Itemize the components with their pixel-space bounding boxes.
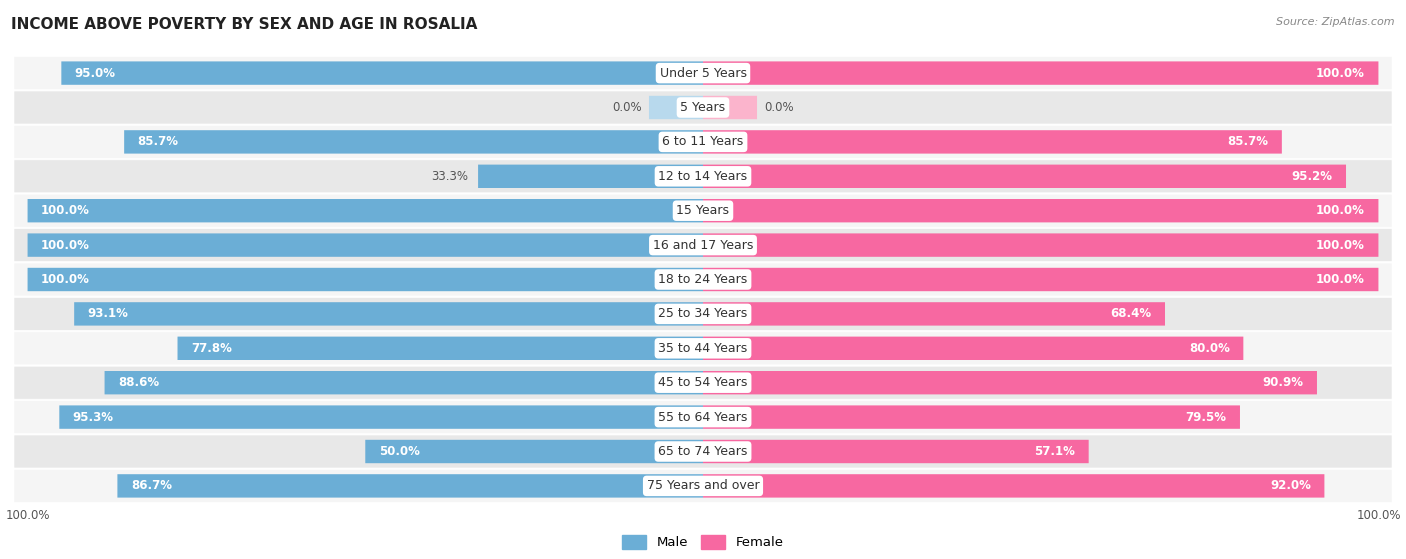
FancyBboxPatch shape <box>124 130 703 154</box>
FancyBboxPatch shape <box>75 302 703 325</box>
FancyBboxPatch shape <box>478 164 703 188</box>
Text: 6 to 11 Years: 6 to 11 Years <box>662 135 744 148</box>
Text: 85.7%: 85.7% <box>1227 135 1268 148</box>
Text: Source: ZipAtlas.com: Source: ZipAtlas.com <box>1277 17 1395 27</box>
FancyBboxPatch shape <box>14 470 1392 503</box>
Text: 12 to 14 Years: 12 to 14 Years <box>658 170 748 183</box>
Text: 65 to 74 Years: 65 to 74 Years <box>658 445 748 458</box>
FancyBboxPatch shape <box>14 194 1392 227</box>
Text: 86.7%: 86.7% <box>131 480 172 492</box>
Text: 75 Years and over: 75 Years and over <box>647 480 759 492</box>
FancyBboxPatch shape <box>703 164 1346 188</box>
Text: 100.0%: 100.0% <box>1316 204 1365 217</box>
FancyBboxPatch shape <box>703 405 1240 429</box>
FancyBboxPatch shape <box>117 474 703 498</box>
Text: 5 Years: 5 Years <box>681 101 725 114</box>
Text: 88.6%: 88.6% <box>118 376 159 389</box>
FancyBboxPatch shape <box>14 56 1392 89</box>
Text: 33.3%: 33.3% <box>432 170 468 183</box>
FancyBboxPatch shape <box>650 96 703 119</box>
Text: 93.1%: 93.1% <box>87 307 128 320</box>
Text: 50.0%: 50.0% <box>378 445 419 458</box>
Text: 35 to 44 Years: 35 to 44 Years <box>658 342 748 355</box>
Text: 18 to 24 Years: 18 to 24 Years <box>658 273 748 286</box>
FancyBboxPatch shape <box>104 371 703 395</box>
Text: 15 Years: 15 Years <box>676 204 730 217</box>
FancyBboxPatch shape <box>703 234 1378 257</box>
FancyBboxPatch shape <box>703 61 1378 85</box>
Text: 25 to 34 Years: 25 to 34 Years <box>658 307 748 320</box>
FancyBboxPatch shape <box>14 366 1392 399</box>
Text: 77.8%: 77.8% <box>191 342 232 355</box>
FancyBboxPatch shape <box>62 61 703 85</box>
FancyBboxPatch shape <box>28 199 703 222</box>
FancyBboxPatch shape <box>14 160 1392 193</box>
Text: 16 and 17 Years: 16 and 17 Years <box>652 239 754 252</box>
FancyBboxPatch shape <box>703 268 1378 291</box>
Text: 85.7%: 85.7% <box>138 135 179 148</box>
Text: Under 5 Years: Under 5 Years <box>659 67 747 79</box>
Text: 100.0%: 100.0% <box>1316 273 1365 286</box>
Text: 0.0%: 0.0% <box>613 101 643 114</box>
FancyBboxPatch shape <box>703 199 1378 222</box>
FancyBboxPatch shape <box>703 474 1324 498</box>
FancyBboxPatch shape <box>14 91 1392 124</box>
FancyBboxPatch shape <box>703 440 1088 463</box>
Text: 68.4%: 68.4% <box>1111 307 1152 320</box>
FancyBboxPatch shape <box>14 229 1392 262</box>
FancyBboxPatch shape <box>703 302 1166 325</box>
Text: 92.0%: 92.0% <box>1270 480 1310 492</box>
Text: 90.9%: 90.9% <box>1263 376 1303 389</box>
FancyBboxPatch shape <box>14 125 1392 158</box>
Legend: Male, Female: Male, Female <box>617 530 789 555</box>
FancyBboxPatch shape <box>14 401 1392 434</box>
Text: 80.0%: 80.0% <box>1189 342 1230 355</box>
Text: 45 to 54 Years: 45 to 54 Years <box>658 376 748 389</box>
Text: 100.0%: 100.0% <box>1316 239 1365 252</box>
Text: 100.0%: 100.0% <box>41 273 90 286</box>
Text: 79.5%: 79.5% <box>1185 411 1226 424</box>
Text: 95.2%: 95.2% <box>1292 170 1333 183</box>
FancyBboxPatch shape <box>28 234 703 257</box>
FancyBboxPatch shape <box>28 268 703 291</box>
FancyBboxPatch shape <box>14 332 1392 365</box>
FancyBboxPatch shape <box>703 371 1317 395</box>
FancyBboxPatch shape <box>14 435 1392 468</box>
Text: 95.3%: 95.3% <box>73 411 114 424</box>
FancyBboxPatch shape <box>703 96 756 119</box>
Text: 95.0%: 95.0% <box>75 67 115 79</box>
Text: 57.1%: 57.1% <box>1035 445 1076 458</box>
Text: 100.0%: 100.0% <box>41 204 90 217</box>
FancyBboxPatch shape <box>366 440 703 463</box>
FancyBboxPatch shape <box>59 405 703 429</box>
Text: 0.0%: 0.0% <box>763 101 793 114</box>
Text: INCOME ABOVE POVERTY BY SEX AND AGE IN ROSALIA: INCOME ABOVE POVERTY BY SEX AND AGE IN R… <box>11 17 478 32</box>
FancyBboxPatch shape <box>177 337 703 360</box>
FancyBboxPatch shape <box>703 337 1243 360</box>
Text: 55 to 64 Years: 55 to 64 Years <box>658 411 748 424</box>
FancyBboxPatch shape <box>14 297 1392 330</box>
Text: 100.0%: 100.0% <box>41 239 90 252</box>
Text: 100.0%: 100.0% <box>1316 67 1365 79</box>
FancyBboxPatch shape <box>14 263 1392 296</box>
FancyBboxPatch shape <box>703 130 1282 154</box>
